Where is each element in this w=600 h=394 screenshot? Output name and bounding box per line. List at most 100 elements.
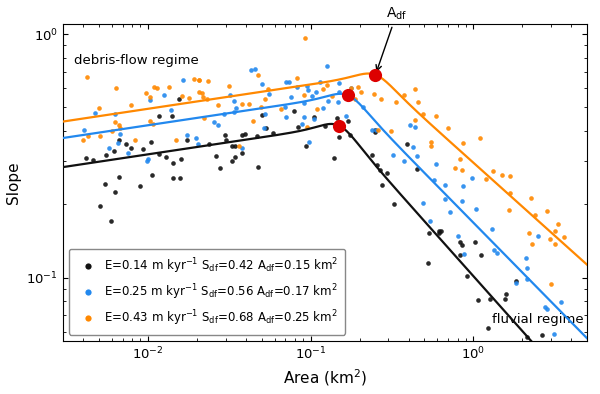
Point (113, 140, 123, 147)
Point (299, 113, 309, 120)
Y-axis label: Slope: Slope (5, 161, 20, 204)
Point (79, 127, 89, 133)
Point (142, 158, 152, 164)
Point (334, 89, 344, 95)
Point (211, 153, 220, 159)
Point (251, 65, 260, 72)
Point (371, 126, 380, 133)
Point (450, 165, 460, 171)
Point (431, 161, 441, 167)
Point (185, 95, 194, 101)
Point (410, 125, 419, 131)
Point (522, 265, 532, 271)
Point (253, 72, 263, 78)
Point (343, 92, 353, 98)
Point (224, 83, 233, 89)
Point (189, 76, 199, 82)
Point (213, 122, 223, 128)
Point (221, 132, 230, 138)
Point (459, 251, 469, 258)
Point (489, 247, 499, 253)
Point (121, 141, 131, 147)
Point (470, 239, 479, 245)
Point (550, 241, 560, 247)
Point (553, 221, 563, 227)
Point (219, 111, 229, 117)
Point (467, 175, 477, 181)
Point (329, 155, 339, 162)
Point (512, 279, 521, 286)
Point (261, 125, 271, 132)
Point (327, 93, 337, 99)
Point (434, 228, 444, 234)
Point (389, 201, 399, 207)
Point (167, 113, 176, 120)
Point (154, 151, 164, 157)
Point (194, 77, 203, 83)
Point (240, 131, 250, 137)
X-axis label: Area (km$^2$): Area (km$^2$) (283, 368, 367, 388)
Point (257, 80, 266, 87)
Point (332, 115, 342, 121)
Point (149, 84, 158, 90)
Point (276, 106, 286, 112)
Point (334, 126, 343, 132)
Point (323, 97, 332, 104)
Point (194, 89, 204, 95)
Point (304, 139, 314, 145)
Point (145, 97, 155, 103)
Point (540, 304, 550, 310)
Point (473, 297, 482, 303)
Point (83, 74, 92, 80)
Point (412, 166, 422, 173)
Point (388, 152, 398, 158)
Point (550, 331, 559, 337)
Point (237, 101, 247, 108)
Point (440, 182, 450, 189)
Point (413, 99, 423, 105)
Point (505, 206, 514, 213)
Point (289, 108, 299, 114)
Point (455, 252, 464, 258)
Point (230, 154, 240, 160)
Point (471, 206, 481, 212)
Point (159, 92, 169, 98)
Point (169, 175, 178, 181)
Point (227, 143, 236, 149)
Point (109, 148, 119, 154)
Point (559, 234, 569, 240)
Point (443, 125, 452, 131)
Point (476, 251, 486, 258)
Point (530, 212, 540, 218)
Point (202, 96, 211, 102)
Point (523, 276, 532, 282)
Point (107, 217, 116, 224)
Point (418, 111, 428, 117)
Point (527, 241, 536, 247)
Point (126, 145, 136, 151)
Point (424, 260, 433, 266)
Point (424, 230, 434, 236)
Point (483, 325, 493, 332)
Point (418, 199, 428, 206)
Point (110, 111, 120, 117)
Point (287, 94, 296, 100)
Text: A$_{\mathrm{df}}$: A$_{\mathrm{df}}$ (376, 6, 407, 71)
Point (505, 173, 515, 179)
Point (521, 255, 530, 261)
Point (410, 86, 420, 92)
Point (230, 143, 240, 149)
Point (116, 131, 125, 137)
Point (383, 169, 392, 176)
Point (371, 72, 380, 78)
Point (542, 305, 552, 312)
Point (556, 299, 566, 305)
Point (176, 156, 185, 162)
Point (440, 195, 450, 202)
Point (335, 123, 344, 129)
Point (154, 113, 164, 119)
Point (372, 162, 382, 168)
Point (94, 105, 103, 111)
Point (334, 99, 343, 106)
Point (457, 242, 466, 249)
